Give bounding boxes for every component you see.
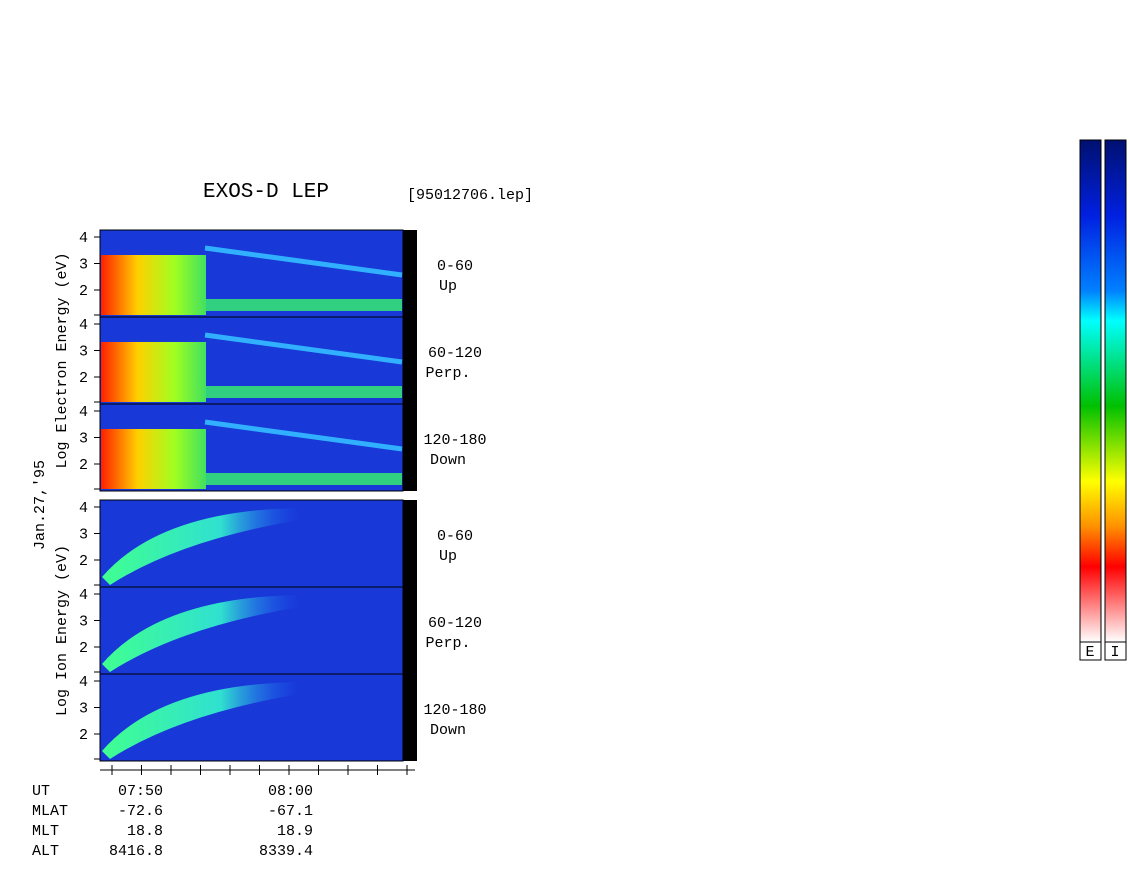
colorbar-label-box <box>1079 641 1102 661</box>
electron-hot <box>101 429 206 489</box>
axis-label: Log Ion Energy (eV) <box>54 545 71 716</box>
y-tick-label: 2 <box>79 283 88 300</box>
footer-label: MLAT <box>32 803 68 820</box>
angle-label: 0-60 <box>437 258 473 275</box>
electron-band <box>206 473 402 485</box>
footer: UT 07:50 08:00 MLAT -72.6 -67.1 MLT 18.8 18.9 ALT… <box>32 783 313 860</box>
ion-band <box>102 595 300 672</box>
direction-label: Perp. <box>425 365 470 382</box>
y-tick-label: 4 <box>79 674 88 691</box>
angle-label: 0-60 <box>437 528 473 545</box>
electron-arc <box>204 332 403 365</box>
footer-label: UT <box>32 783 50 800</box>
electron-arc <box>204 419 403 452</box>
y-tick-label: 2 <box>79 640 88 657</box>
footer-value: 07:50 <box>118 783 163 800</box>
direction-label: Up <box>439 278 457 295</box>
direction-label: Down <box>430 452 466 469</box>
colorbar-label: E <box>1085 644 1094 661</box>
angle-label: 60-120 <box>428 615 482 632</box>
footer-value: 8339.4 <box>259 843 313 860</box>
footer-value: -67.1 <box>268 803 313 820</box>
colorbar-i <box>1104 139 1127 643</box>
y-tick-label: 2 <box>79 370 88 387</box>
footer-value: 18.9 <box>277 823 313 840</box>
angle-label: 120-180 <box>423 702 486 719</box>
colorbar-label-box <box>1104 641 1127 661</box>
date-label: Jan.27,'95 <box>32 460 49 550</box>
footer-value: 08:00 <box>268 783 313 800</box>
y-tick-label: 4 <box>79 404 88 421</box>
y-tick-label: 4 <box>79 587 88 604</box>
electron-hot <box>101 255 206 315</box>
data-gap <box>403 317 417 404</box>
data-gap <box>403 230 417 317</box>
y-tick-label: 3 <box>79 431 88 448</box>
data-gap <box>403 404 417 491</box>
y-tick-label: 4 <box>79 317 88 334</box>
angle-label: 120-180 <box>423 432 486 449</box>
electron-hot <box>101 342 206 402</box>
colorbar-label: I <box>1110 644 1119 661</box>
y-tick-label: 2 <box>79 457 88 474</box>
direction-label: Up <box>439 548 457 565</box>
y-tick-label: 4 <box>79 500 88 517</box>
footer-label: MLT <box>32 823 59 840</box>
electron-band <box>206 386 402 398</box>
ion-band <box>102 508 300 585</box>
colorbar-e <box>1079 139 1102 643</box>
data-gap <box>403 500 417 587</box>
data-gap <box>403 587 417 674</box>
y-tick-label: 3 <box>79 701 88 718</box>
electron-band <box>206 299 402 311</box>
axis-label: Log Electron Energy (eV) <box>54 252 71 468</box>
footer-value: 8416.8 <box>109 843 163 860</box>
y-tick-label: 2 <box>79 727 88 744</box>
y-tick-label: 3 <box>79 257 88 274</box>
direction-label: Perp. <box>425 635 470 652</box>
electron-arc <box>204 245 403 278</box>
footer-label: ALT <box>32 843 59 860</box>
ion-band <box>102 682 300 759</box>
y-tick-label: 4 <box>79 230 88 247</box>
direction-label: Down <box>430 722 466 739</box>
angle-label: 60-120 <box>428 345 482 362</box>
y-tick-label: 3 <box>79 614 88 631</box>
title: EXOS-D LEP <box>203 181 329 204</box>
y-tick-label: 3 <box>79 344 88 361</box>
panels: Log Electron Energy (eV) 2 3 4 0-60 Up 2 3 4 60-1… <box>54 229 487 775</box>
y-tick-label: 3 <box>79 527 88 544</box>
data-gap <box>403 674 417 761</box>
footer-value: 18.8 <box>127 823 163 840</box>
y-tick-label: 2 <box>79 553 88 570</box>
footer-value: -72.6 <box>118 803 163 820</box>
file-name: [95012706.lep] <box>407 187 533 204</box>
